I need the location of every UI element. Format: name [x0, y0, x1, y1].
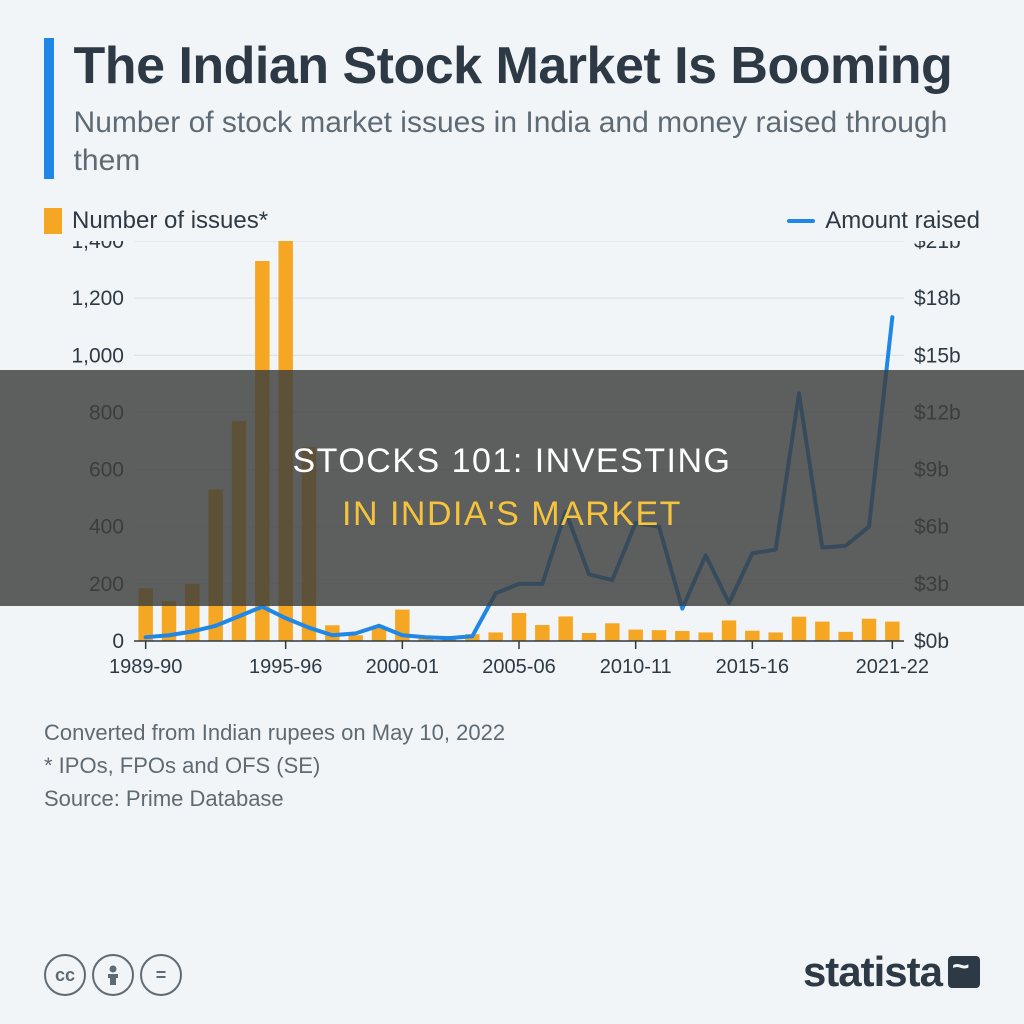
svg-text:1,000: 1,000: [71, 344, 124, 367]
cc-icon: cc: [44, 954, 86, 996]
chart-title: The Indian Stock Market Is Booming: [74, 38, 980, 94]
footnote-source: Source: Prime Database: [44, 782, 980, 815]
svg-text:$21b: $21b: [914, 241, 961, 253]
accent-bar: [44, 38, 54, 179]
svg-text:1,400: 1,400: [71, 241, 124, 253]
svg-text:2015-16: 2015-16: [716, 656, 789, 678]
statista-logo-text: statista: [803, 948, 942, 996]
legend: Number of issues* Amount raised: [44, 207, 980, 235]
line-swatch-icon: [787, 219, 815, 223]
svg-text:$0b: $0b: [914, 630, 949, 653]
statista-wave-icon: [948, 956, 980, 988]
footnotes: Converted from Indian rupees on May 10, …: [44, 716, 980, 815]
svg-text:2000-01: 2000-01: [366, 656, 439, 678]
overlay-line2: IN INDIA'S MARKET: [342, 488, 682, 541]
bar-swatch-icon: [44, 208, 62, 234]
svg-text:2005-06: 2005-06: [482, 656, 555, 678]
footnote-conversion: Converted from Indian rupees on May 10, …: [44, 716, 980, 749]
overlay-line1: STOCKS 101: INVESTING: [292, 435, 731, 488]
legend-line-label: Amount raised: [825, 207, 980, 235]
nd-icon: =: [140, 954, 182, 996]
svg-text:1,200: 1,200: [71, 287, 124, 310]
svg-text:2010-11: 2010-11: [600, 656, 672, 678]
title-block: The Indian Stock Market Is Booming Numbe…: [44, 38, 980, 179]
license-badges: cc =: [44, 954, 182, 996]
svg-text:2021-22: 2021-22: [856, 656, 929, 678]
svg-text:1989-90: 1989-90: [109, 656, 182, 678]
svg-text:0: 0: [112, 630, 124, 653]
footnote-definition: * IPOs, FPOs and OFS (SE): [44, 749, 980, 782]
svg-text:$15b: $15b: [914, 344, 961, 367]
by-icon: [92, 954, 134, 996]
legend-bars-label: Number of issues*: [72, 207, 268, 235]
svg-text:1995-96: 1995-96: [249, 656, 322, 678]
statista-logo: statista: [803, 948, 980, 996]
svg-text:$18b: $18b: [914, 287, 961, 310]
chart-subtitle: Number of stock market issues in India a…: [74, 104, 980, 179]
overlay-banner: STOCKS 101: INVESTING IN INDIA'S MARKET: [0, 370, 1024, 606]
